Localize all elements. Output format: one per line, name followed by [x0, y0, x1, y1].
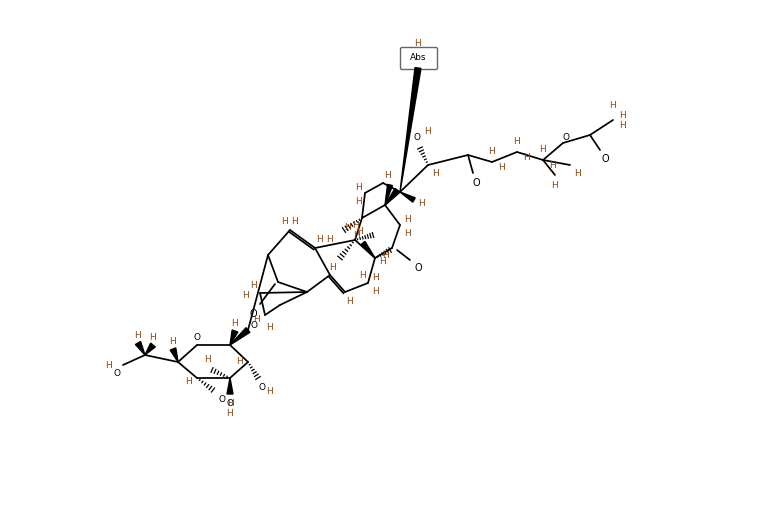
Text: H: H — [330, 263, 337, 271]
Text: H: H — [372, 272, 379, 281]
Text: O: O — [193, 332, 200, 342]
Text: H: H — [242, 291, 249, 299]
Polygon shape — [385, 185, 393, 205]
Text: H: H — [418, 200, 425, 208]
Text: H: H — [499, 162, 506, 172]
Text: O: O — [414, 263, 421, 273]
Text: H: H — [550, 160, 556, 170]
Text: H: H — [231, 318, 238, 327]
Text: H: H — [379, 256, 386, 266]
Text: H: H — [619, 120, 626, 129]
Text: O: O — [227, 399, 234, 407]
Text: H: H — [150, 332, 157, 342]
Text: H: H — [353, 221, 359, 231]
Text: H: H — [170, 337, 176, 345]
Text: H: H — [404, 216, 411, 224]
Text: O: O — [259, 384, 266, 392]
Text: H: H — [266, 388, 273, 397]
FancyBboxPatch shape — [400, 48, 438, 69]
Text: O: O — [249, 309, 257, 319]
Text: H: H — [372, 286, 379, 296]
Text: H: H — [488, 147, 495, 157]
Text: Abs: Abs — [410, 53, 426, 63]
Text: H: H — [356, 196, 362, 205]
Text: H: H — [432, 169, 439, 177]
Polygon shape — [230, 328, 250, 345]
Text: H: H — [425, 128, 432, 136]
Text: H: H — [540, 145, 546, 155]
Text: O: O — [414, 133, 421, 143]
Text: H: H — [227, 408, 234, 418]
Polygon shape — [227, 378, 233, 394]
Text: H: H — [254, 315, 260, 325]
Text: H: H — [382, 251, 390, 261]
Text: O: O — [472, 178, 480, 188]
Polygon shape — [136, 342, 145, 355]
Text: O: O — [251, 322, 258, 330]
Text: H: H — [552, 180, 559, 190]
Text: H: H — [523, 153, 530, 161]
Text: H: H — [619, 111, 626, 119]
Text: H: H — [356, 183, 362, 191]
Text: H: H — [360, 270, 366, 280]
Text: H: H — [404, 229, 411, 237]
Text: O: O — [601, 154, 609, 164]
Text: H: H — [414, 38, 421, 48]
Text: H: H — [347, 297, 354, 307]
Polygon shape — [400, 192, 415, 202]
Text: H: H — [227, 399, 234, 407]
Text: H: H — [291, 218, 298, 226]
Text: H: H — [357, 227, 363, 236]
Polygon shape — [145, 343, 155, 355]
Text: O: O — [114, 370, 121, 378]
Polygon shape — [400, 68, 421, 192]
Text: H: H — [205, 356, 211, 364]
Polygon shape — [385, 188, 399, 205]
Text: H: H — [185, 376, 192, 386]
Text: H: H — [575, 169, 581, 177]
Text: H: H — [106, 361, 112, 371]
Text: H: H — [344, 223, 351, 233]
Text: H: H — [282, 218, 288, 226]
Text: H: H — [354, 231, 361, 239]
Text: H: H — [237, 357, 243, 367]
Text: H: H — [326, 236, 333, 245]
Text: H: H — [513, 138, 520, 146]
Polygon shape — [230, 330, 238, 345]
Polygon shape — [170, 348, 178, 362]
Text: H: H — [135, 330, 141, 340]
Text: O: O — [562, 133, 569, 143]
Text: O: O — [218, 394, 225, 403]
Text: H: H — [266, 323, 273, 331]
Text: H: H — [385, 171, 391, 179]
Text: H: H — [316, 236, 323, 245]
Polygon shape — [361, 241, 375, 258]
Text: H: H — [610, 101, 616, 111]
Text: H: H — [251, 281, 257, 290]
